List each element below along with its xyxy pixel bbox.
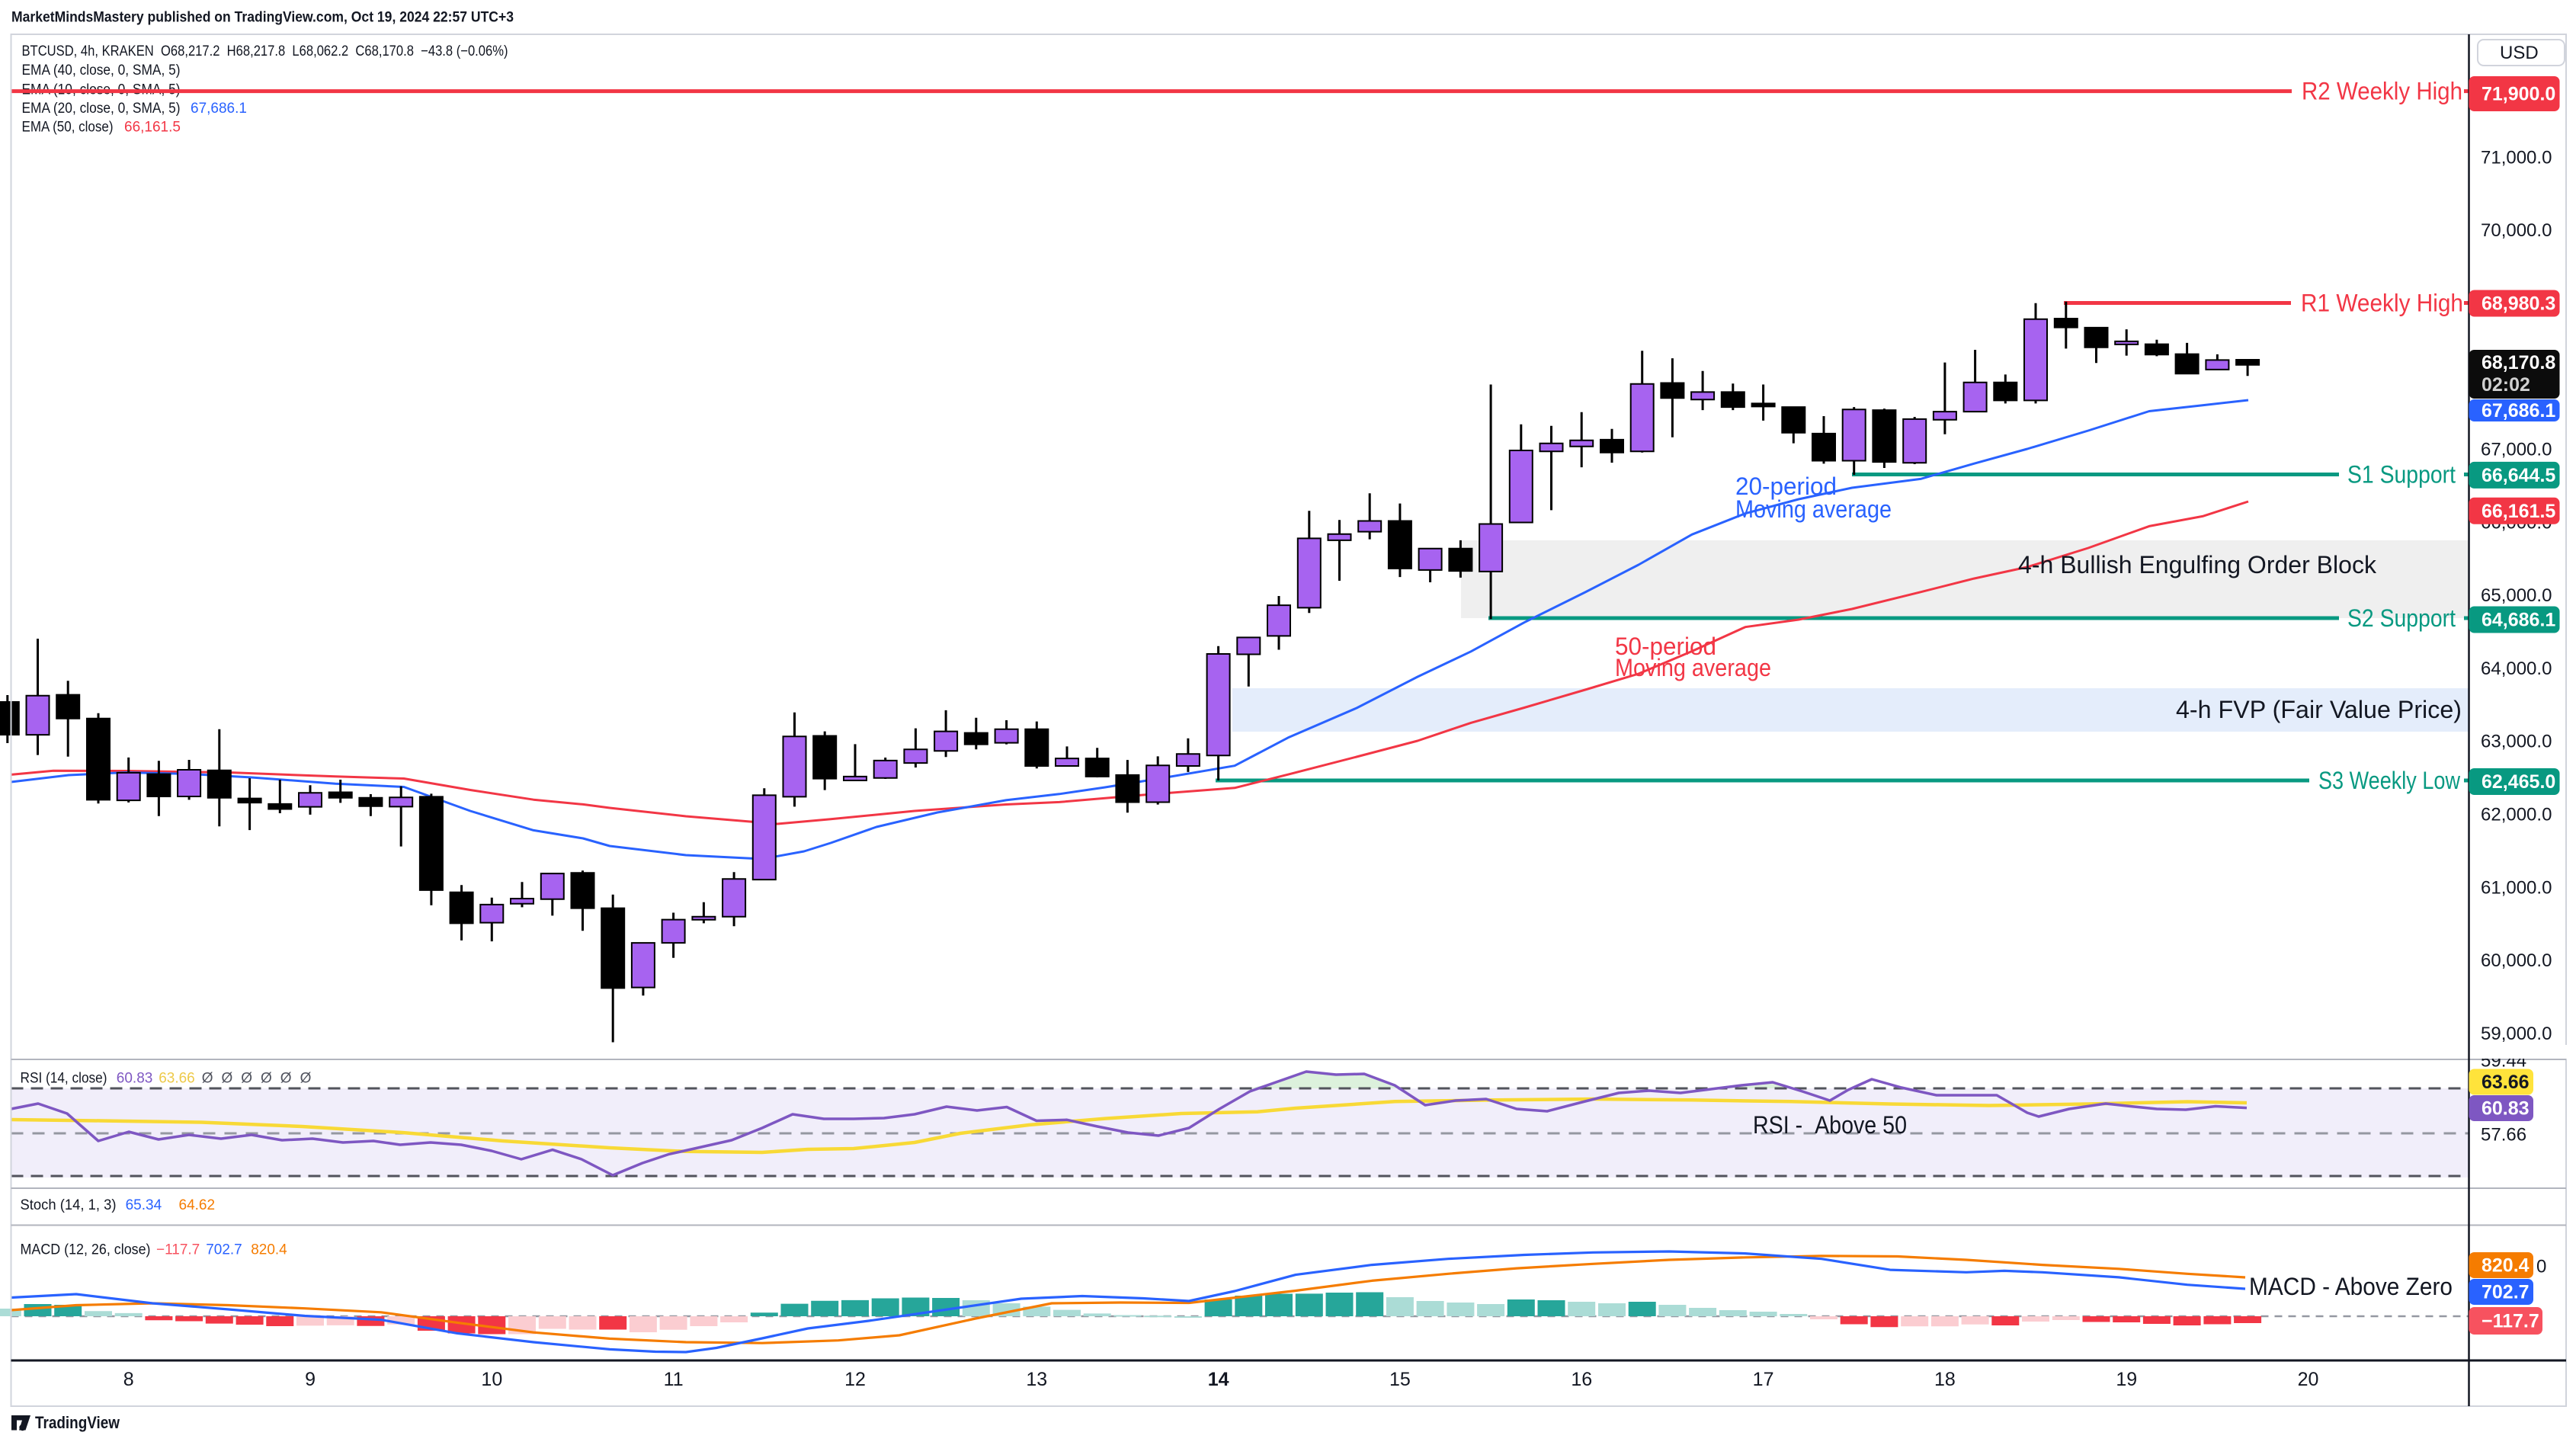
svg-text:64,000.0: 64,000.0 [2481,659,2552,679]
svg-text:12: 12 [844,1369,866,1390]
svg-text:67,686.1: 67,686.1 [191,101,247,117]
svg-text:13: 13 [1026,1369,1047,1390]
svg-text:RSI (14, close): RSI (14, close) [21,1070,107,1086]
svg-text:4-h Bullish Engulfing Order Bl: 4-h Bullish Engulfing Order Block [2018,551,2377,578]
svg-text:EMA (40, close, 0, SMA, 5): EMA (40, close, 0, SMA, 5) [22,62,181,79]
svg-text:63.66: 63.66 [159,1070,195,1086]
svg-text:71,000.0: 71,000.0 [2481,147,2552,168]
svg-text:71,900.0: 71,900.0 [2481,84,2555,105]
svg-text:ØØØØØØ: ØØØØØØ [202,1070,320,1086]
svg-text:19: 19 [2116,1369,2137,1390]
svg-text:57.66: 57.66 [2481,1125,2526,1146]
svg-text:20-period: 20-period [1735,473,1837,500]
svg-text:68,980.3: 68,980.3 [2481,293,2555,315]
svg-text:S3 Weekly Low: S3 Weekly Low [2318,767,2461,794]
svg-text:64.62: 64.62 [179,1197,216,1213]
svg-text:11: 11 [664,1369,684,1390]
svg-text:−117.7: −117.7 [156,1242,200,1258]
svg-text:14: 14 [1208,1369,1229,1390]
svg-text:MACD (12, 26, close): MACD (12, 26, close) [21,1242,151,1258]
svg-text:8: 8 [123,1369,134,1390]
svg-text:702.7: 702.7 [206,1242,242,1258]
svg-text:820.4: 820.4 [251,1242,287,1258]
svg-text:Moving average: Moving average [1615,654,1771,681]
svg-text:67,000.0: 67,000.0 [2481,440,2552,460]
svg-text:USD: USD [2500,43,2539,63]
svg-text:62,000.0: 62,000.0 [2481,805,2552,825]
svg-text:10: 10 [481,1369,502,1390]
svg-text:MACD - Above Zero: MACD - Above Zero [2249,1273,2453,1300]
svg-text:59,000.0: 59,000.0 [2481,1024,2552,1044]
svg-text:61,000.0: 61,000.0 [2481,877,2552,898]
svg-text:02:02: 02:02 [2481,374,2530,396]
svg-text:MarketMindsMastery published o: MarketMindsMastery published on TradingV… [11,10,514,26]
svg-text:60,000.0: 60,000.0 [2481,950,2552,971]
svg-text:64,686.1: 64,686.1 [2481,610,2555,631]
svg-text:17: 17 [1753,1369,1774,1390]
svg-text:50-period: 50-period [1615,633,1716,660]
svg-text:Moving average: Moving average [1735,495,1892,523]
svg-text:R1 Weekly High: R1 Weekly High [2301,290,2463,317]
svg-text:TradingView: TradingView [35,1413,120,1432]
svg-text:4-h FVP (Fair Value Price): 4-h FVP (Fair Value Price) [2176,696,2462,723]
svg-text:BTCUSD, 4h, KRAKEN O68,217.2: BTCUSD, 4h, KRAKEN O68,217.2 H68,217.8 L… [22,43,508,59]
svg-text:65,000.0: 65,000.0 [2481,585,2552,606]
svg-text:EMA (20, close, 0, SMA, 5): EMA (20, close, 0, SMA, 5) [22,101,181,117]
svg-text:9: 9 [305,1369,316,1390]
svg-text:S2 Support: S2 Support [2347,604,2456,632]
svg-text:66,644.5: 66,644.5 [2481,465,2555,486]
svg-text:18: 18 [1934,1369,1956,1390]
svg-text:Stoch (14, 1, 3): Stoch (14, 1, 3) [21,1197,117,1213]
svg-text:66,161.5: 66,161.5 [124,120,181,136]
svg-text:20: 20 [2298,1369,2319,1390]
svg-text:16: 16 [1571,1369,1592,1390]
svg-text:−117.7: −117.7 [2481,1311,2539,1332]
svg-text:60.83: 60.83 [2481,1098,2530,1120]
svg-text:S1 Support: S1 Support [2347,461,2456,489]
svg-text:62,465.0: 62,465.0 [2481,771,2555,793]
svg-text:60.83: 60.83 [117,1070,153,1086]
svg-text:63,000.0: 63,000.0 [2481,732,2552,752]
svg-text:0: 0 [2536,1257,2546,1277]
svg-text:702.7: 702.7 [2481,1282,2530,1303]
svg-text:EMA (50, close): EMA (50, close) [22,120,114,136]
svg-text:66,161.5: 66,161.5 [2481,501,2555,522]
svg-text:67,686.1: 67,686.1 [2481,400,2555,421]
svg-text:RSI - Above 50: RSI - Above 50 [1753,1111,1907,1139]
svg-text:65.34: 65.34 [126,1197,162,1213]
svg-text:70,000.0: 70,000.0 [2481,220,2552,241]
svg-text:15: 15 [1389,1369,1411,1390]
svg-text:820.4: 820.4 [2481,1255,2530,1277]
svg-text:R2 Weekly High: R2 Weekly High [2302,78,2462,105]
svg-text:68,170.8: 68,170.8 [2481,352,2555,373]
svg-text:63.66: 63.66 [2481,1072,2530,1093]
